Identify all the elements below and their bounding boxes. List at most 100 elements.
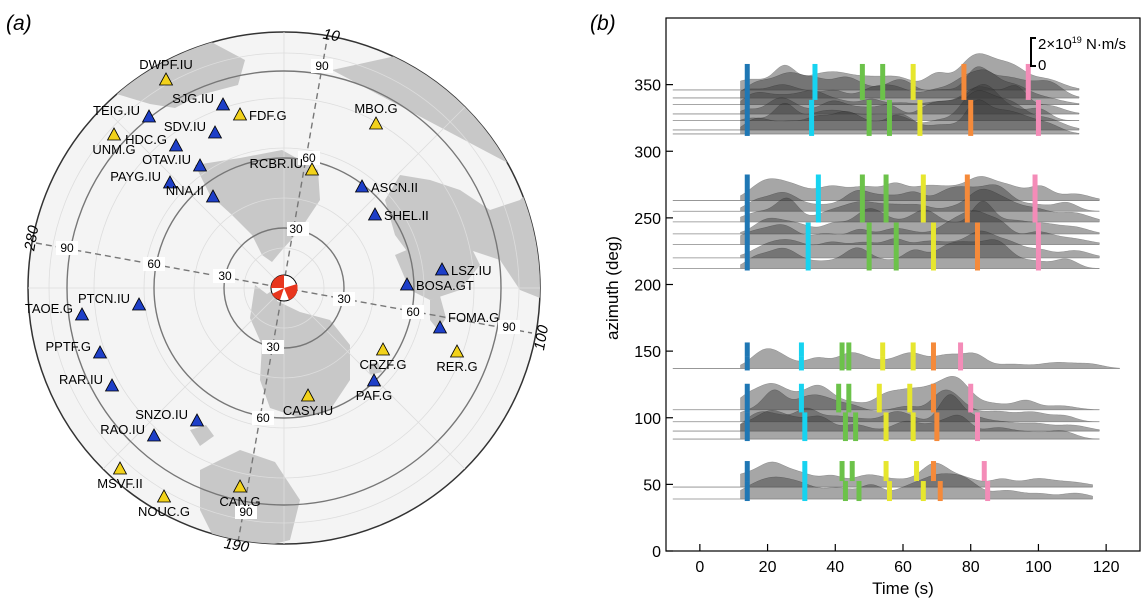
map-panel: 10 280 100 190 30 60 90 30 60 90 30 60 9…	[21, 26, 552, 557]
station-foma-g: FOMA.G	[432, 310, 499, 334]
distance-circle-60	[153, 157, 415, 419]
station-can-g: CAN.G	[219, 479, 261, 509]
station-marker-blue	[434, 262, 450, 276]
station-label: PPTF.G	[45, 339, 91, 354]
station-label: SHEL.II	[384, 208, 429, 223]
station-marker-blue	[215, 97, 231, 111]
station-marker-yellow	[106, 127, 122, 141]
waveform-trace	[740, 90, 1080, 131]
waveform-group	[672, 376, 1100, 442]
station-bosa-gt: BOSA.GT	[399, 277, 474, 293]
station-label: SJG.IU	[172, 91, 214, 106]
station-snzo-iu: SNZO.IU	[135, 407, 205, 427]
y-tick-label: 250	[634, 211, 661, 228]
station-marker-blue	[207, 125, 223, 139]
land-australia	[200, 450, 300, 544]
waveform-trace	[740, 410, 1100, 440]
dist-label-bot-30: 30	[266, 340, 280, 354]
station-ptcn-iu: PTCN.IU	[78, 291, 147, 311]
y-tick-label: 50	[643, 477, 661, 494]
azimuth-label-10: 10	[322, 26, 342, 46]
scale-bar-zero-label: 0	[1038, 57, 1046, 74]
station-marker-yellow	[368, 116, 384, 130]
station-label: MSVF.II	[97, 476, 143, 491]
station-label: CASY.IU	[283, 403, 333, 418]
station-label: RER.G	[436, 359, 477, 374]
station-casy-iu: CASY.IU	[283, 388, 333, 418]
station-nna-ii: NNA.II	[166, 183, 221, 203]
dist-label-left-90: 90	[60, 241, 74, 255]
chart-plot-area	[672, 53, 1120, 502]
dist-label-bot-60: 60	[256, 411, 270, 425]
station-marker-yellow	[375, 342, 391, 356]
station-label: FDF.G	[249, 108, 287, 123]
station-label: RAO.IU	[100, 422, 145, 437]
y-tick-label: 350	[634, 78, 661, 95]
y-tick-label: 300	[634, 144, 661, 161]
waveform-group	[672, 174, 1100, 271]
waveform-trace	[740, 53, 1080, 91]
station-marker-yellow	[300, 388, 316, 402]
station-label: BOSA.GT	[416, 278, 474, 293]
station-marker-blue	[162, 175, 178, 189]
x-axis-label: Time (s)	[872, 579, 934, 598]
waveform-trace	[740, 210, 1100, 245]
station-label: PTCN.IU	[78, 291, 130, 306]
scale-bar-top-label: 2×1019 N·m/s	[1038, 35, 1126, 53]
focal-mechanism-beachball	[270, 274, 298, 302]
station-taoe-g: TAOE.G	[25, 301, 90, 321]
dist-label-left-60: 60	[147, 257, 161, 271]
station-label: TAOE.G	[25, 301, 73, 316]
waveform-trace	[740, 69, 1080, 105]
panel-b-label: (b)	[590, 12, 616, 35]
station-label: LSZ.IU	[451, 263, 491, 278]
distance-labels: 30 60 90 30 60 90 30 60 90 30 60 90	[56, 59, 520, 519]
station-marker-blue	[74, 307, 90, 321]
station-rao-iu: RAO.IU	[100, 422, 162, 442]
azimuth-label-190: 190	[223, 535, 251, 556]
dist-label-left-30: 30	[218, 269, 232, 283]
station-marker-yellow	[232, 107, 248, 121]
y-tick-label: 150	[634, 344, 661, 361]
y-tick-label: 200	[634, 278, 661, 295]
waveform-trace	[740, 239, 1100, 269]
waveform-trace	[740, 176, 1100, 201]
waveform-trace	[740, 184, 1100, 212]
station-dwpf-iu: DWPF.IU	[139, 57, 193, 86]
waveform-group	[672, 342, 1120, 371]
station-nouc-g: NOUC.G	[138, 489, 190, 519]
dist-label-top-90: 90	[315, 59, 329, 73]
station-lsz-iu: LSZ.IU	[434, 262, 491, 278]
x-tick-label: 20	[759, 559, 777, 576]
x-tick-label: 60	[894, 559, 912, 576]
station-label: OTAV.IU	[142, 152, 191, 167]
station-unm-g: UNM.G	[92, 127, 136, 157]
station-label: DWPF.IU	[139, 57, 192, 72]
azimuth-line-10-190	[237, 33, 329, 543]
station-label: TEIG.IU	[93, 103, 140, 118]
station-otav-iu: OTAV.IU	[142, 152, 208, 172]
station-label: PAF.G	[356, 388, 393, 403]
station-marker-blue	[146, 428, 162, 442]
station-label: HDC.G	[125, 132, 167, 147]
station-pptf-g: PPTF.G	[45, 339, 108, 359]
land-antarctica	[250, 285, 350, 418]
dist-label-top-60: 60	[302, 151, 316, 165]
waveform-trace	[740, 85, 1080, 115]
station-msvf-ii: MSVF.II	[97, 461, 143, 491]
waveform-group	[672, 461, 1093, 502]
station-marker-blue	[104, 378, 120, 392]
station-hdc-g: HDC.G	[125, 132, 184, 152]
dist-label-right-60: 60	[406, 305, 420, 319]
land-madagascar	[430, 296, 446, 330]
station-label: SNZO.IU	[135, 407, 188, 422]
waveform-chart: 0 20 40 60 80 100 120 0 50 100 150 200 250 300 350 Tim…	[603, 17, 1141, 598]
y-tick-label: 0	[652, 544, 661, 561]
station-marker-blue	[205, 189, 221, 203]
x-tick-label: 100	[1025, 559, 1052, 576]
station-label: RCBR.IU	[250, 156, 303, 171]
chart-axes: 0 20 40 60 80 100 120 0 50 100 150 200 250 300 350	[634, 78, 1119, 576]
x-tick-label: 120	[1093, 559, 1120, 576]
distance-circle-90	[66, 70, 502, 506]
